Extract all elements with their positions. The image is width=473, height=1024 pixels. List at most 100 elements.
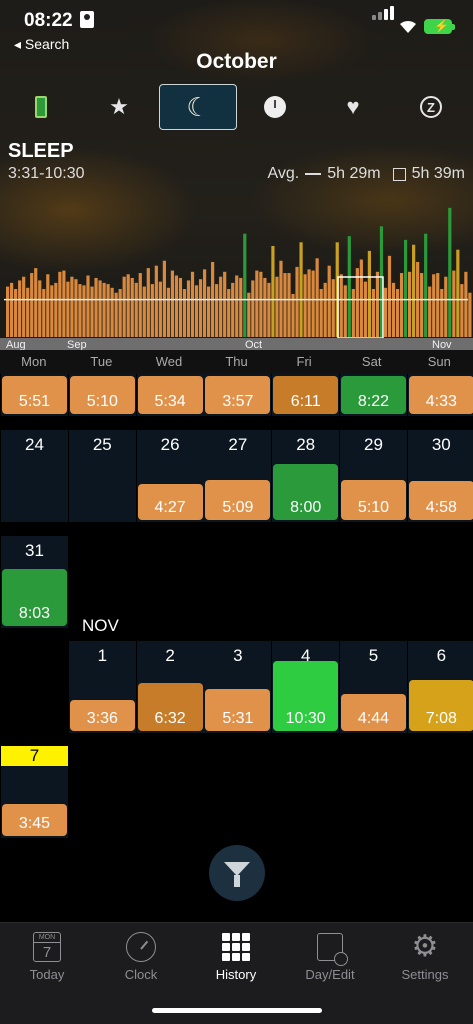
sleep-duration-tile[interactable]: 6:32	[137, 683, 203, 731]
chart-bar	[223, 271, 227, 337]
day-number: 28	[296, 435, 316, 454]
back-to-search-link[interactable]: ◂ Search	[14, 36, 70, 52]
chart-bar	[215, 284, 219, 337]
chart-bar	[98, 280, 102, 337]
grid-icon	[222, 933, 250, 961]
chart-bar	[375, 271, 380, 337]
chart-bar	[22, 276, 26, 337]
home-indicator	[152, 1008, 322, 1013]
chart-bar	[359, 259, 363, 337]
chart-bar	[420, 273, 424, 337]
calendar-day-cell[interactable]: 24	[1, 430, 68, 522]
chart-bar	[456, 249, 460, 337]
chart-bar	[54, 282, 58, 337]
calendar-day-cell[interactable]: 31 8:03	[1, 536, 68, 628]
sleep-duration-tile[interactable]: 5:10	[69, 376, 135, 414]
chart-bar	[14, 289, 18, 337]
calendar-day-cell[interactable]: 7 3:45	[1, 746, 68, 838]
tab-settings[interactable]: ⚙ Settings	[378, 929, 472, 983]
sleep-duration-tile[interactable]: 4:58	[408, 481, 473, 520]
chart-bar	[343, 285, 347, 337]
calendar-day-cell[interactable]: 5 4:44	[340, 641, 407, 733]
tab-clock[interactable]: Clock	[94, 929, 188, 982]
day-number: 3	[233, 646, 243, 665]
battery-mode-button[interactable]	[2, 84, 80, 130]
sleep-history-chart[interactable]: Aug Sep Oct Nov	[0, 185, 473, 350]
sleep-duration-tile[interactable]: 6:11	[273, 376, 339, 414]
sleep-mode-button[interactable]: ☾	[159, 84, 237, 130]
sleep-duration-tile[interactable]: 4:33	[408, 376, 473, 414]
calendar-day-cell[interactable]: 8:22	[340, 374, 407, 416]
calendar-day-cell[interactable]: 3 5:31	[204, 641, 272, 733]
calendar-day-cell[interactable]: 26 4:27	[136, 430, 204, 522]
sleep-duration-tile[interactable]: 7:08	[408, 679, 473, 731]
calendar-day-cell[interactable]: 29 5:10	[340, 430, 407, 522]
tab-today[interactable]: MON 7 Today	[0, 929, 94, 982]
day-number: 6	[436, 646, 447, 665]
chart-bar	[90, 286, 94, 337]
chart-bar	[319, 289, 323, 337]
sleep-duration-tile[interactable]: 8:03	[2, 569, 67, 626]
sleep-duration-tile[interactable]: 8:00	[273, 463, 339, 520]
chart-bar	[122, 276, 126, 337]
sleep-duration-tile[interactable]: 5:51	[2, 376, 67, 414]
chart-bar	[42, 289, 46, 337]
chart-bar	[50, 285, 54, 337]
sleep-duration-tile[interactable]: 3:57	[205, 376, 271, 414]
sleep-duration-tile[interactable]: 4:44	[341, 693, 406, 731]
calendar-day-cell[interactable]: 5:51	[1, 374, 68, 416]
day-number: 26	[160, 435, 180, 454]
clock-mode-button[interactable]	[236, 84, 314, 130]
sleep-duration-tile[interactable]: 3:45	[2, 804, 67, 836]
calendar-day-cell[interactable]: 5:34	[136, 374, 204, 416]
chart-bar	[178, 277, 183, 337]
health-mode-button[interactable]: ♥	[314, 84, 392, 130]
chart-bar	[327, 265, 331, 337]
selected-value: 5h 39m	[411, 165, 465, 182]
chart-bar	[295, 266, 299, 337]
sleep-duration-tile[interactable]: 3:36	[69, 700, 135, 731]
calendar-day-cell[interactable]: 6:11	[272, 374, 340, 416]
calendar-day-cell[interactable]: 25	[68, 430, 136, 522]
calendar-day-cell[interactable]: 1 3:36	[68, 641, 136, 733]
calendar-day-cell[interactable]: 28 8:00	[272, 430, 340, 522]
snooze-mode-button[interactable]: Z	[392, 84, 470, 130]
chart-bar	[235, 275, 239, 337]
calendar-day-cell[interactable]: 4:33	[407, 374, 473, 416]
day-number: 27	[228, 435, 248, 454]
calendar-day-cell[interactable]: 3:57	[204, 374, 272, 416]
chart-bar	[30, 273, 34, 337]
chart-bar	[363, 281, 367, 337]
calendar-day-cell[interactable]: 5:10	[68, 374, 136, 416]
day-number: 24	[25, 435, 44, 454]
chart-bar	[436, 273, 440, 337]
chart-bar	[440, 289, 444, 337]
chart-bar	[263, 277, 267, 337]
sleep-duration-tile[interactable]: 5:34	[137, 376, 203, 414]
chart-bar	[339, 274, 343, 337]
tab-day-edit[interactable]: Day/Edit	[283, 929, 377, 982]
chart-bar	[408, 271, 412, 337]
chart-bar	[239, 277, 243, 337]
tab-history[interactable]: History	[189, 929, 283, 982]
calendar-day-cell[interactable]: 30 4:58	[407, 430, 473, 522]
calendar-day-cell[interactable]: 4 10:30	[272, 641, 340, 733]
sleep-duration-tile[interactable]: 5:10	[341, 480, 406, 520]
day-number: 1	[97, 646, 108, 665]
sleep-duration-tile[interactable]: 5:09	[205, 480, 271, 520]
calendar-day-cell[interactable]: 27 5:09	[204, 430, 272, 522]
today-day-number: 7	[1, 746, 68, 766]
sleep-duration-tile[interactable]: 10:30	[273, 661, 339, 731]
chart-bar	[351, 289, 355, 337]
sleep-duration-tile[interactable]: 4:27	[137, 484, 203, 520]
sleep-duration-tile[interactable]: 8:22	[341, 376, 406, 414]
favorites-mode-button[interactable]: ★	[80, 84, 158, 130]
calendar-day-cell[interactable]: 6 7:08	[407, 641, 473, 733]
chart-bar	[114, 292, 118, 337]
sleep-duration-tile[interactable]: 5:31	[205, 689, 271, 731]
chart-bar	[26, 287, 30, 337]
filter-button[interactable]	[209, 845, 265, 901]
moon-icon: ☾	[186, 91, 210, 122]
wifi-icon	[400, 20, 416, 33]
calendar-day-cell[interactable]: 2 6:32	[136, 641, 204, 733]
